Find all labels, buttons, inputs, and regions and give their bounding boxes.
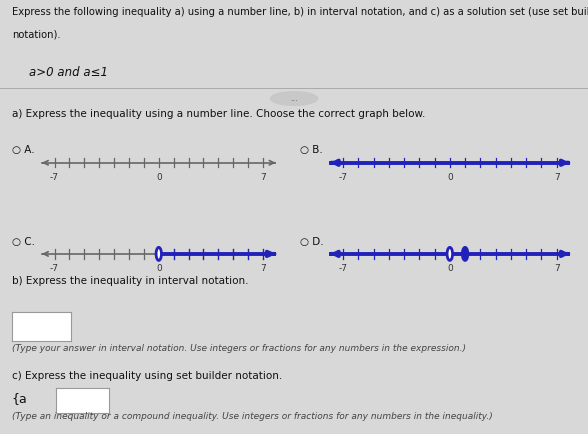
- Text: 0: 0: [156, 264, 162, 273]
- Text: ○ A.: ○ A.: [12, 145, 34, 155]
- Text: -7: -7: [339, 173, 348, 182]
- Text: 7: 7: [554, 173, 560, 182]
- Text: 7: 7: [554, 264, 560, 273]
- Text: -7: -7: [50, 173, 59, 182]
- Text: ...: ...: [290, 94, 298, 103]
- Text: b) Express the inequality in interval notation.: b) Express the inequality in interval no…: [12, 276, 248, 286]
- Text: ○ D.: ○ D.: [300, 237, 323, 247]
- Circle shape: [462, 247, 468, 260]
- Text: -7: -7: [339, 264, 348, 273]
- Text: notation).: notation).: [12, 30, 61, 40]
- Text: 0: 0: [447, 173, 453, 182]
- Text: (Type your answer in interval notation. Use integers or fractions for any number: (Type your answer in interval notation. …: [12, 344, 466, 353]
- Text: 0: 0: [447, 264, 453, 273]
- Text: -7: -7: [50, 264, 59, 273]
- Text: {a: {a: [12, 392, 28, 405]
- Circle shape: [447, 247, 453, 260]
- Text: Express the following inequality a) using a number line, b) in interval notation: Express the following inequality a) usin…: [12, 7, 588, 16]
- Text: 7: 7: [260, 264, 266, 273]
- Text: 7: 7: [260, 173, 266, 182]
- Text: a) Express the inequality using a number line. Choose the correct graph below.: a) Express the inequality using a number…: [12, 109, 425, 119]
- Circle shape: [156, 247, 162, 260]
- Text: a>0 and a≤1: a>0 and a≤1: [29, 66, 108, 79]
- Ellipse shape: [270, 92, 318, 105]
- Text: ○ B.: ○ B.: [300, 145, 323, 155]
- Text: (Type an inequality or a compound inequality. Use integers or fractions for any : (Type an inequality or a compound inequa…: [12, 412, 493, 421]
- Text: c) Express the inequality using set builder notation.: c) Express the inequality using set buil…: [12, 371, 282, 381]
- Text: ○ C.: ○ C.: [12, 237, 35, 247]
- Text: 0: 0: [156, 173, 162, 182]
